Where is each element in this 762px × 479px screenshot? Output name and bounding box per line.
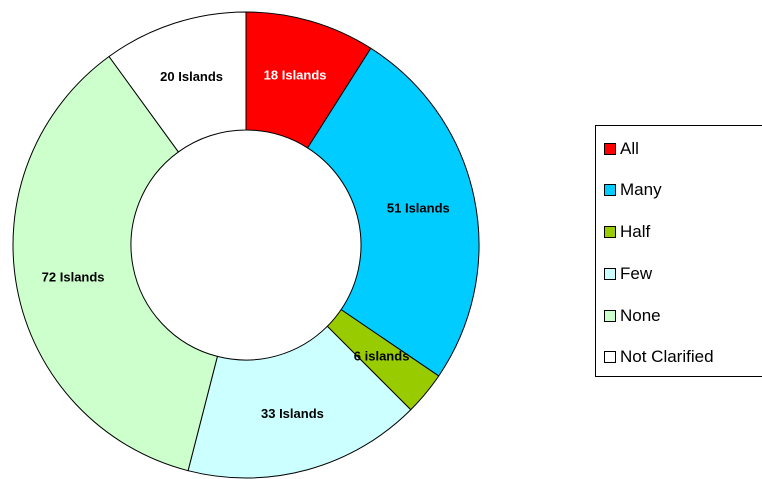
legend-item-few: Few	[604, 263, 652, 285]
data-label-none: 72 Islands	[42, 269, 105, 284]
legend-swatch-none	[604, 310, 616, 322]
legend-swatch-many	[604, 184, 616, 196]
slice-not-clarified	[108, 11, 247, 153]
legend-swatch-half	[604, 226, 616, 238]
data-label-not-clarified: 20 Islands	[160, 69, 223, 84]
legend-item-none: None	[604, 305, 661, 327]
legend-item-all: All	[604, 138, 639, 160]
data-label-many: 51 Islands	[387, 201, 450, 216]
legend-item-half: Half	[604, 221, 650, 243]
legend-swatch-all	[604, 143, 616, 155]
legend-label-half: Half	[620, 222, 651, 241]
legend-item-many: Many	[604, 179, 662, 201]
slice-few	[187, 325, 412, 479]
data-label-few: 33 Islands	[261, 406, 324, 421]
legend-swatch-not-clarified	[604, 351, 616, 363]
legend-label-not-clarified: Not Clarified	[620, 347, 714, 366]
data-label-half: 6 islands	[354, 349, 410, 364]
legend-label-many: Many	[620, 180, 662, 199]
slices-layer	[12, 11, 480, 479]
legend: All Many Half Few None Not Clarified	[595, 125, 762, 377]
legend-label-none: None	[620, 306, 661, 325]
data-label-all: 18 Islands	[264, 67, 327, 82]
legend-item-not-clarified: Not Clarified	[604, 346, 714, 368]
labels-layer: 18 Islands 51 Islands 6 islands 33 Islands 7…	[42, 67, 450, 421]
slice-many	[306, 47, 480, 377]
legend-label-few: Few	[620, 264, 653, 283]
legend-swatch-few	[604, 268, 616, 280]
legend-label-all: All	[620, 139, 639, 158]
slice-none	[12, 55, 219, 472]
